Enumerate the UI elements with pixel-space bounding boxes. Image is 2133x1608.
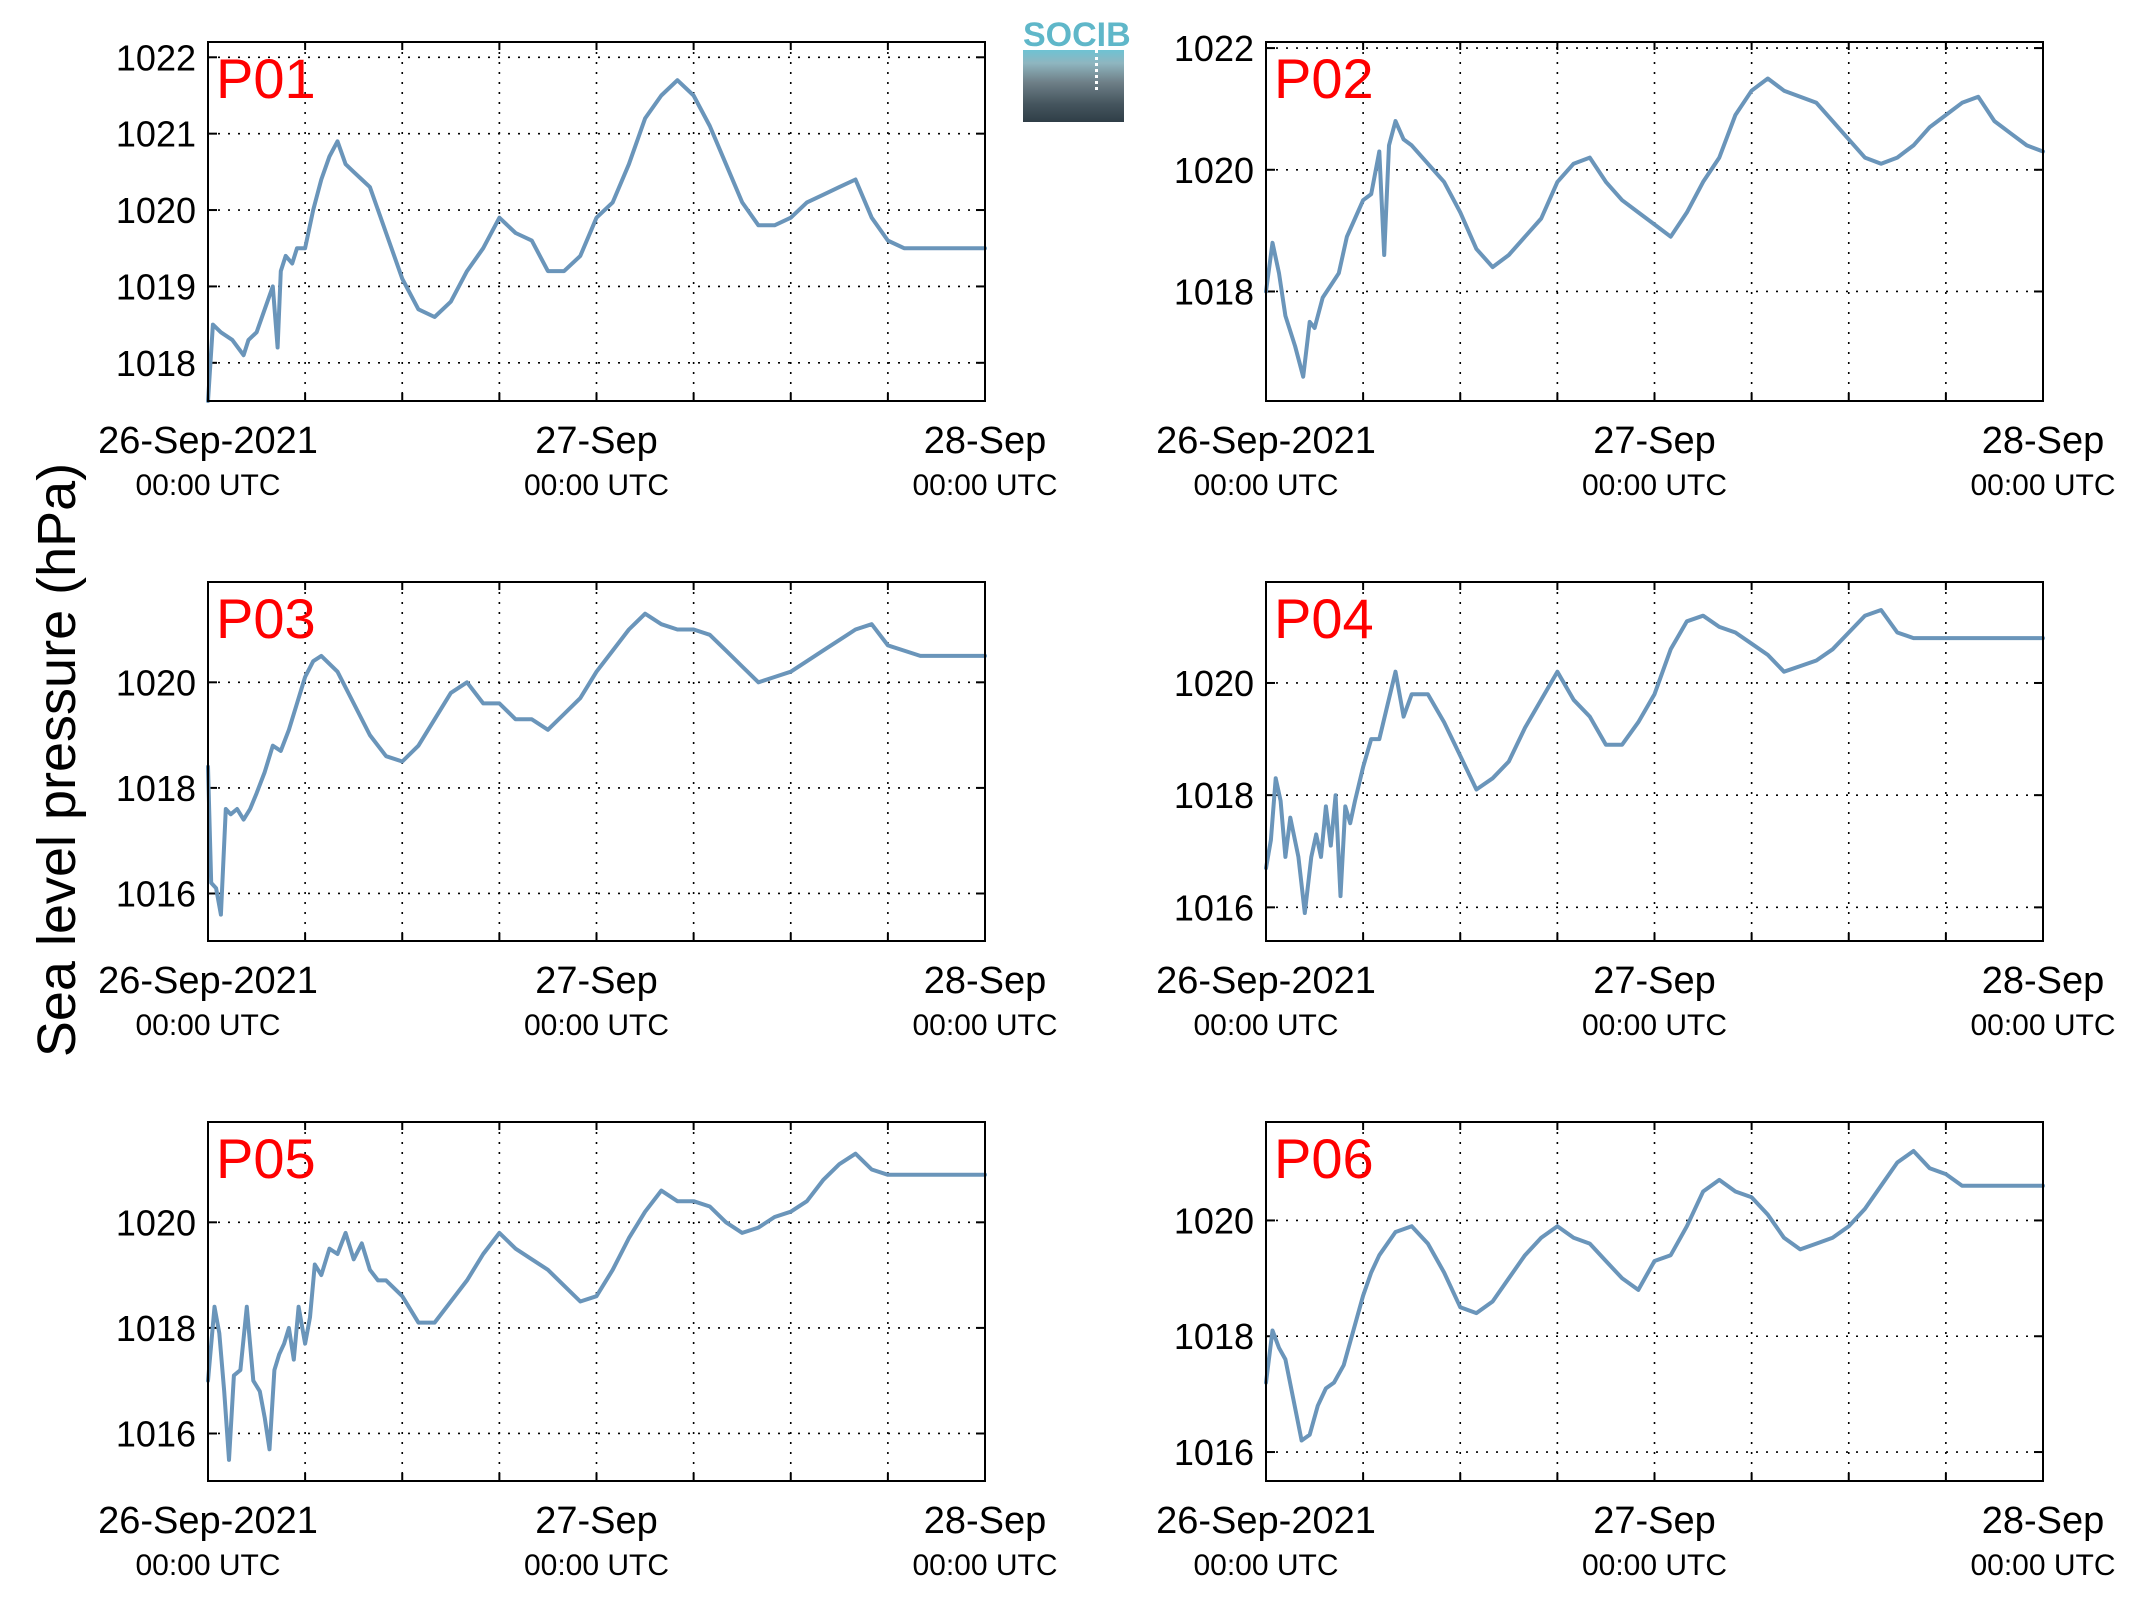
panel-p03: 1016 1018 1020 26-Sep-2021 00:00 UTC 27-Sep 00… [98, 581, 1058, 1042]
x-tick-sublabel: 00:00 UTC [1582, 469, 1727, 502]
axes-box [1265, 1121, 2044, 1482]
axes-box [207, 581, 986, 942]
x-tick-sublabel: 00:00 UTC [135, 1549, 280, 1582]
y-tick-label: 1018 [116, 768, 196, 809]
x-tick-sublabel: 00:00 UTC [1193, 469, 1338, 502]
axes-box [207, 41, 986, 402]
x-tick-sublabel: 00:00 UTC [912, 469, 1057, 502]
x-tick-label: 26-Sep-2021 [1156, 1500, 1376, 1542]
panel-p02: 1018 1020 1022 26-Sep-2021 00:00 UTC 27-Sep 00… [1156, 28, 2115, 502]
socib-logo-dots [1095, 50, 1098, 90]
y-tick-label: 1018 [116, 343, 196, 384]
x-tick-label: 28-Sep [924, 960, 1047, 1002]
x-tick-sublabel: 00:00 UTC [135, 1009, 280, 1042]
panel-label: P02 [1274, 47, 1374, 110]
x-tick-sublabel: 00:00 UTC [524, 469, 669, 502]
y-tick-label: 1020 [116, 662, 196, 703]
panel-p04: 1016 1018 1020 26-Sep-2021 00:00 UTC 27-Sep 00… [1156, 581, 2116, 1042]
series-line-p01 [206, 78, 987, 403]
panel-label: P01 [216, 47, 316, 110]
x-tick-label: 27-Sep [535, 1500, 658, 1542]
x-tick-label: 28-Sep [924, 420, 1047, 462]
y-axis-title: Sea level pressure (hPa) [27, 463, 87, 1057]
x-tick-sublabel: 00:00 UTC [1193, 1549, 1338, 1582]
x-tick-sublabel: 00:00 UTC [524, 1009, 669, 1042]
socib-logo-graphic [1023, 50, 1124, 122]
series-line-p03 [206, 611, 987, 917]
series-line-p04 [1264, 608, 2045, 915]
panel-label: P03 [216, 587, 316, 650]
x-tick-label: 26-Sep-2021 [98, 960, 318, 1002]
y-tick-label: 1016 [1174, 887, 1254, 928]
x-tick-label: 28-Sep [1982, 1500, 2105, 1542]
y-tick-label: 1016 [116, 1413, 196, 1454]
x-tick-sublabel: 00:00 UTC [1193, 1009, 1338, 1042]
x-tick-label: 27-Sep [535, 420, 658, 462]
axes-box [1265, 41, 2044, 402]
x-tick-label: 26-Sep-2021 [1156, 960, 1376, 1002]
panel-label: P06 [1274, 1127, 1374, 1190]
y-tick-label: 1022 [116, 37, 196, 78]
x-tick-label: 27-Sep [1593, 960, 1716, 1002]
y-tick-label: 1020 [116, 1202, 196, 1243]
series-line-p06 [1264, 1149, 2045, 1443]
y-tick-label: 1020 [1174, 1200, 1254, 1241]
y-tick-label: 1018 [1174, 1316, 1254, 1357]
x-tick-label: 27-Sep [535, 960, 658, 1002]
x-tick-label: 27-Sep [1593, 1500, 1716, 1542]
y-tick-label: 1018 [1174, 271, 1254, 312]
x-tick-label: 26-Sep-2021 [98, 420, 318, 462]
x-tick-sublabel: 00:00 UTC [1582, 1549, 1727, 1582]
x-tick-label: 26-Sep-2021 [1156, 420, 1376, 462]
socib-logo: SOCIB [1023, 16, 1131, 122]
x-tick-label: 28-Sep [1982, 420, 2105, 462]
panel-p01: 1018 1019 1020 1021 1022 26-Sep-2021 00:00 UTC… [98, 37, 1057, 502]
x-tick-sublabel: 00:00 UTC [135, 469, 280, 502]
y-tick-label: 1016 [1174, 1432, 1254, 1473]
x-tick-sublabel: 00:00 UTC [912, 1009, 1057, 1042]
y-tick-label: 1020 [1174, 150, 1254, 191]
x-tick-label: 27-Sep [1593, 420, 1716, 462]
y-tick-label: 1019 [116, 266, 196, 307]
panel-p05: 1016 1018 1020 26-Sep-2021 00:00 UTC 27-Sep 00… [98, 1121, 1058, 1582]
series-line-p05 [206, 1151, 987, 1462]
x-tick-sublabel: 00:00 UTC [1970, 469, 2115, 502]
y-tick-label: 1020 [1174, 663, 1254, 704]
axes-box [207, 1121, 986, 1482]
y-tick-label: 1018 [116, 1308, 196, 1349]
panel-label: P05 [216, 1127, 316, 1190]
y-tick-label: 1021 [116, 114, 196, 155]
socib-logo-text: SOCIB [1023, 16, 1131, 54]
y-tick-label: 1022 [1174, 28, 1254, 69]
axes-box [1265, 581, 2044, 942]
series-line-p02 [1264, 76, 2045, 379]
x-tick-sublabel: 00:00 UTC [1970, 1549, 2115, 1582]
panel-p06: 1016 1018 1020 26-Sep-2021 00:00 UTC 27-Sep 00… [1156, 1121, 2116, 1582]
x-tick-label: 26-Sep-2021 [98, 1500, 318, 1542]
x-tick-sublabel: 00:00 UTC [1970, 1009, 2115, 1042]
x-tick-label: 28-Sep [1982, 960, 2105, 1002]
y-tick-label: 1016 [116, 873, 196, 914]
x-tick-label: 28-Sep [924, 1500, 1047, 1542]
x-tick-sublabel: 00:00 UTC [912, 1549, 1057, 1582]
x-tick-sublabel: 00:00 UTC [524, 1549, 669, 1582]
y-tick-label: 1020 [116, 190, 196, 231]
x-tick-sublabel: 00:00 UTC [1582, 1009, 1727, 1042]
panel-label: P04 [1274, 587, 1374, 650]
y-tick-label: 1018 [1174, 775, 1254, 816]
